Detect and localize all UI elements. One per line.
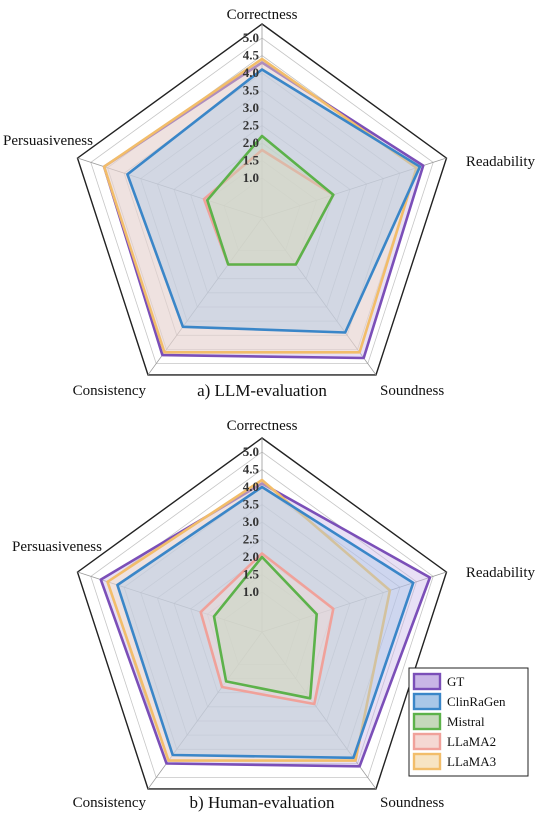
tick-label: 1.0 [243, 170, 259, 185]
axis-label-soundness: Soundness [380, 795, 444, 811]
outer-frame [76, 23, 448, 376]
series-mistral [212, 555, 319, 700]
tick-label: 4.5 [243, 462, 260, 477]
series-layer [102, 57, 425, 360]
axis-label-consistency: Consistency [73, 795, 147, 811]
grid-ring [107, 469, 417, 764]
series-mistral [206, 134, 335, 266]
tick-label: 1.5 [243, 567, 260, 582]
grid-ring [123, 486, 401, 750]
spoke-persuasiveness [77, 157, 263, 219]
grid-ring [123, 72, 401, 336]
tick-label: 4.5 [243, 48, 260, 63]
grid-ring [223, 177, 301, 251]
axis-label-readability: Readability [466, 565, 536, 581]
spoke-readability [261, 571, 447, 633]
series-clinragen [116, 485, 415, 760]
tick-label: 2.5 [243, 532, 260, 547]
grid-ring [223, 591, 301, 665]
grid-ring [140, 90, 384, 322]
tick-labels: 1.0 1.5 2.0 2.5 3.0 3.5 4.0 4.5 5.0 [243, 30, 260, 185]
chart-caption: b) Human-evaluation [190, 793, 335, 812]
legend-label-llama3: LLaMA3 [447, 754, 496, 769]
grid-ring [90, 37, 434, 365]
spoke-soundness [261, 217, 377, 376]
tick-label: 4.0 [243, 65, 259, 80]
axis-label-consistency: Consistency [73, 383, 147, 399]
legend-label-clinragen: ClinRaGen [447, 694, 506, 709]
legend-swatch-mistral [412, 712, 442, 731]
legend-swatch-clinragen [412, 692, 442, 711]
radar-grid [76, 23, 448, 376]
legend-label-gt: GT [447, 674, 464, 689]
axis-label-correctness: Correctness [227, 7, 298, 23]
tick-labels: 1.0 1.5 2.0 2.5 3.0 3.5 4.0 4.5 5.0 [243, 444, 260, 599]
tick-label: 4.0 [243, 479, 259, 494]
grid-ring [173, 539, 351, 708]
axis-label-persuasiveness: Persuasiveness [3, 133, 93, 149]
tick-label: 5.0 [243, 30, 259, 45]
legend-label-mistral: Mistral [447, 714, 485, 729]
legend-swatch-llama2 [412, 732, 442, 751]
tick-label: 3.0 [243, 100, 259, 115]
spoke-consistency [147, 217, 263, 376]
grid-ring [173, 125, 351, 294]
legend-swatch-gt [412, 672, 442, 691]
tick-label: 3.0 [243, 514, 259, 529]
grid-ring [140, 504, 384, 736]
axis-label-soundness: Soundness [380, 383, 444, 399]
axis-label-readability: Readability [466, 154, 536, 170]
axis-label-persuasiveness: Persuasiveness [12, 539, 102, 555]
human-evaluation-radar: 1.0 1.5 2.0 2.5 3.0 3.5 4.0 4.5 5.0 Correctness Re… [12, 418, 535, 812]
grid-ring [156, 107, 368, 308]
series-clinragen [126, 68, 422, 334]
tick-label: 2.0 [243, 135, 259, 150]
llm-evaluation-radar: 1.0 1.5 2.0 2.5 3.0 3.5 4.0 4.5 5.0 Correctness Re… [3, 7, 535, 400]
grid-ring [156, 521, 368, 722]
chart-caption: a) LLM-evaluation [197, 381, 327, 400]
tick-label: 2.0 [243, 549, 259, 564]
series-layer [99, 478, 432, 768]
tick-label: 5.0 [243, 444, 259, 459]
grid-ring [206, 574, 318, 679]
tick-label: 3.5 [243, 497, 260, 512]
outer-frame [76, 437, 448, 790]
legend: GT ClinRaGen Mistral LLaMA2 LLaMA3 [408, 667, 529, 777]
axis-label-correctness: Correctness [227, 418, 298, 434]
spoke-soundness [261, 631, 377, 790]
tick-label: 2.5 [243, 118, 260, 133]
tick-label: 1.0 [243, 584, 259, 599]
series-llama3 [106, 478, 392, 762]
legend-swatch-llama3 [412, 752, 442, 771]
legend-label-llama2: LLaMA2 [447, 734, 496, 749]
tick-label: 1.5 [243, 153, 260, 168]
tick-label: 3.5 [243, 83, 260, 98]
grid-ring [90, 451, 434, 778]
